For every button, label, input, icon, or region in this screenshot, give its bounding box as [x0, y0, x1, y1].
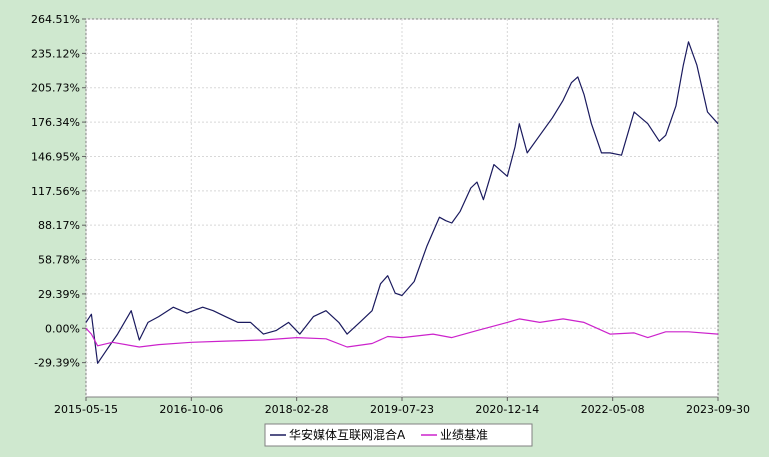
x-tick-label: 2020-12-14: [475, 403, 539, 416]
y-tick-label: 88.17%: [38, 219, 80, 232]
legend-label-series-1: 华安媒体互联网混合A: [289, 427, 406, 442]
legend-box: [264, 423, 533, 447]
y-tick-label: 146.95%: [31, 150, 80, 163]
legend-label-series-2: 业绩基准: [440, 428, 488, 442]
series-line-2: [85, 318, 719, 348]
series-lines: [85, 41, 719, 364]
x-tick-label: 2019-07-23: [370, 403, 434, 416]
y-axis: -29.39% 0.00% 29.39% 58.78% 88.17% 117.56% 146…: [31, 13, 86, 370]
y-tick-label: 29.39%: [38, 288, 80, 301]
y-tick-label: 205.73%: [31, 82, 80, 95]
x-tick-label: 2018-02-28: [265, 403, 329, 416]
x-tick-label: 2023-09-30: [686, 403, 750, 416]
legend: 华安媒体互联网混合A 业绩基准: [264, 423, 533, 447]
y-tick-label: 58.78%: [38, 254, 80, 267]
y-tick-label: 264.51%: [31, 13, 80, 26]
x-axis: 2015-05-15 2016-10-06 2018-02-28 2019-07-23…: [54, 397, 750, 416]
y-tick-label: 176.34%: [31, 116, 80, 129]
y-tick-label: 117.56%: [31, 185, 80, 198]
y-tick-label: 0.00%: [45, 322, 80, 335]
y-tick-label: -29.39%: [34, 357, 80, 370]
x-tick-label: 2015-05-15: [54, 403, 118, 416]
gridlines: [85, 18, 719, 397]
series-line-1: [85, 41, 719, 364]
x-tick-label: 2016-10-06: [159, 403, 223, 416]
x-tick-label: 2022-05-08: [581, 403, 645, 416]
y-tick-label: 235.12%: [31, 47, 80, 60]
